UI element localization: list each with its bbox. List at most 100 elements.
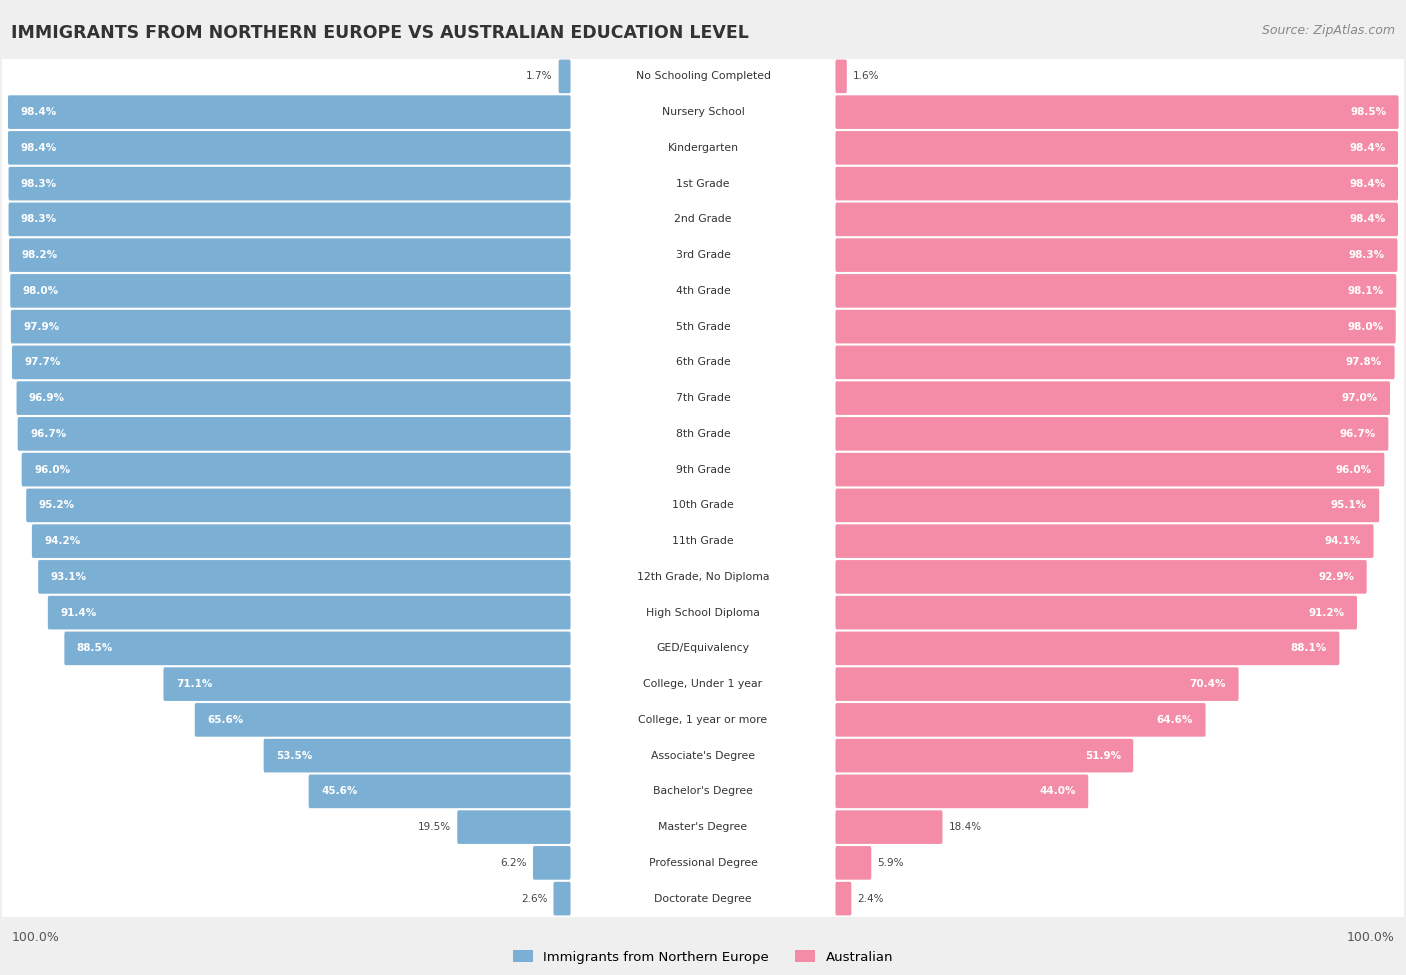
FancyBboxPatch shape [3, 91, 1403, 134]
FancyBboxPatch shape [835, 452, 1385, 487]
Text: College, 1 year or more: College, 1 year or more [638, 715, 768, 724]
Text: 53.5%: 53.5% [276, 751, 312, 760]
FancyBboxPatch shape [835, 846, 872, 879]
Text: 97.8%: 97.8% [1346, 358, 1382, 368]
Text: 88.1%: 88.1% [1291, 644, 1327, 653]
Text: 64.6%: 64.6% [1157, 715, 1194, 724]
FancyBboxPatch shape [3, 412, 1403, 455]
FancyBboxPatch shape [835, 667, 1239, 701]
Text: 96.0%: 96.0% [1336, 465, 1372, 475]
FancyBboxPatch shape [3, 305, 1403, 348]
Text: 2.6%: 2.6% [522, 894, 547, 904]
Text: 98.4%: 98.4% [1350, 143, 1386, 153]
Text: 98.3%: 98.3% [21, 178, 58, 188]
Text: 1.7%: 1.7% [526, 71, 553, 81]
FancyBboxPatch shape [835, 310, 1396, 343]
Text: 97.0%: 97.0% [1341, 393, 1378, 403]
FancyBboxPatch shape [3, 878, 1403, 920]
FancyBboxPatch shape [3, 376, 1403, 419]
Text: Source: ZipAtlas.com: Source: ZipAtlas.com [1261, 24, 1395, 37]
Text: 10th Grade: 10th Grade [672, 500, 734, 510]
Text: IMMIGRANTS FROM NORTHERN EUROPE VS AUSTRALIAN EDUCATION LEVEL: IMMIGRANTS FROM NORTHERN EUROPE VS AUSTR… [11, 24, 749, 42]
Text: 94.1%: 94.1% [1324, 536, 1361, 546]
FancyBboxPatch shape [3, 734, 1403, 777]
FancyBboxPatch shape [835, 525, 1374, 558]
FancyBboxPatch shape [13, 345, 571, 379]
FancyBboxPatch shape [195, 703, 571, 737]
FancyBboxPatch shape [835, 739, 1133, 772]
FancyBboxPatch shape [3, 698, 1403, 741]
Text: 98.4%: 98.4% [20, 107, 56, 117]
FancyBboxPatch shape [835, 488, 1379, 523]
Text: 7th Grade: 7th Grade [676, 393, 730, 403]
FancyBboxPatch shape [835, 774, 1088, 808]
Text: 6.2%: 6.2% [501, 858, 527, 868]
FancyBboxPatch shape [21, 452, 571, 487]
Text: No Schooling Completed: No Schooling Completed [636, 71, 770, 81]
Text: GED/Equivalency: GED/Equivalency [657, 644, 749, 653]
Text: Nursery School: Nursery School [662, 107, 744, 117]
FancyBboxPatch shape [309, 774, 571, 808]
FancyBboxPatch shape [835, 96, 1399, 129]
Text: 95.1%: 95.1% [1330, 500, 1367, 510]
Text: 91.4%: 91.4% [60, 607, 97, 617]
Text: 6th Grade: 6th Grade [676, 358, 730, 368]
FancyBboxPatch shape [3, 627, 1403, 670]
FancyBboxPatch shape [8, 96, 571, 129]
FancyBboxPatch shape [835, 238, 1398, 272]
FancyBboxPatch shape [835, 59, 846, 94]
Text: 45.6%: 45.6% [321, 787, 357, 797]
FancyBboxPatch shape [3, 162, 1403, 205]
Text: 96.9%: 96.9% [30, 393, 65, 403]
Text: College, Under 1 year: College, Under 1 year [644, 680, 762, 689]
Text: 11th Grade: 11th Grade [672, 536, 734, 546]
FancyBboxPatch shape [835, 274, 1396, 308]
Text: 5.9%: 5.9% [877, 858, 904, 868]
FancyBboxPatch shape [10, 274, 571, 308]
Text: 96.7%: 96.7% [1340, 429, 1376, 439]
FancyBboxPatch shape [32, 525, 571, 558]
FancyBboxPatch shape [17, 381, 571, 415]
Text: 98.1%: 98.1% [1348, 286, 1384, 295]
Text: 70.4%: 70.4% [1189, 680, 1226, 689]
FancyBboxPatch shape [558, 59, 571, 94]
FancyBboxPatch shape [554, 881, 571, 916]
Text: 94.2%: 94.2% [44, 536, 80, 546]
Text: High School Diploma: High School Diploma [647, 607, 759, 617]
FancyBboxPatch shape [835, 810, 942, 844]
Text: 95.2%: 95.2% [38, 500, 75, 510]
FancyBboxPatch shape [8, 167, 571, 201]
FancyBboxPatch shape [835, 131, 1398, 165]
Text: 8th Grade: 8th Grade [676, 429, 730, 439]
FancyBboxPatch shape [8, 203, 571, 236]
FancyBboxPatch shape [533, 846, 571, 879]
FancyBboxPatch shape [264, 739, 571, 772]
Text: 88.5%: 88.5% [77, 644, 112, 653]
Text: 98.0%: 98.0% [1347, 322, 1384, 332]
Text: Associate's Degree: Associate's Degree [651, 751, 755, 760]
FancyBboxPatch shape [8, 131, 571, 165]
Text: 97.7%: 97.7% [24, 358, 60, 368]
FancyBboxPatch shape [457, 810, 571, 844]
FancyBboxPatch shape [48, 596, 571, 630]
Text: 18.4%: 18.4% [949, 822, 981, 832]
FancyBboxPatch shape [835, 345, 1395, 379]
FancyBboxPatch shape [3, 663, 1403, 706]
Text: 98.4%: 98.4% [1350, 214, 1386, 224]
FancyBboxPatch shape [163, 667, 571, 701]
Text: 9th Grade: 9th Grade [676, 465, 730, 475]
Text: 71.1%: 71.1% [176, 680, 212, 689]
Text: 4th Grade: 4th Grade [676, 286, 730, 295]
FancyBboxPatch shape [3, 770, 1403, 813]
FancyBboxPatch shape [835, 596, 1357, 630]
FancyBboxPatch shape [65, 632, 571, 665]
FancyBboxPatch shape [3, 841, 1403, 884]
Text: 2nd Grade: 2nd Grade [675, 214, 731, 224]
Legend: Immigrants from Northern Europe, Australian: Immigrants from Northern Europe, Austral… [513, 950, 893, 963]
FancyBboxPatch shape [38, 560, 571, 594]
Text: 51.9%: 51.9% [1085, 751, 1121, 760]
FancyBboxPatch shape [3, 341, 1403, 384]
Text: 44.0%: 44.0% [1039, 787, 1076, 797]
FancyBboxPatch shape [3, 198, 1403, 241]
FancyBboxPatch shape [3, 520, 1403, 563]
